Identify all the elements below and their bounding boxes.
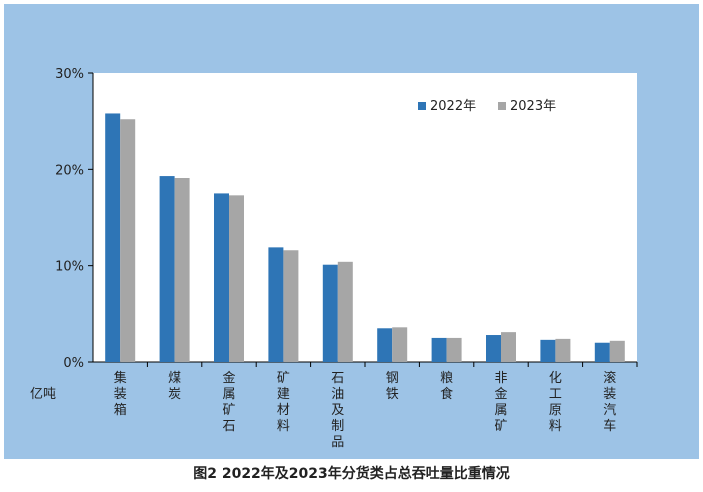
y-tick-label: 30%	[55, 67, 84, 82]
bar-2022	[486, 335, 501, 362]
x-tick-label: 矿建材料	[277, 371, 290, 434]
figure-caption: 图2 2022年及2023年分货类占总吞吐量比重情况	[193, 466, 510, 482]
y-tick-label: 10%	[55, 260, 84, 275]
bar-2023	[283, 250, 299, 362]
bar-2022	[105, 113, 121, 363]
x-tick-label: 煤炭	[168, 371, 181, 402]
bar-2023	[229, 195, 244, 362]
x-tick-label: 金属矿石	[222, 370, 235, 434]
y-axis-label: 亿吨	[30, 387, 56, 402]
bar-2023	[392, 327, 408, 362]
x-tick-label: 滚装汽车	[603, 370, 616, 434]
bar-2022	[322, 264, 338, 362]
bar-2022	[594, 342, 610, 362]
bar-2022	[431, 337, 447, 362]
bar-2023	[501, 332, 516, 362]
bar-2022	[377, 328, 393, 362]
legend-label: 2022年	[430, 99, 476, 114]
bar-2023	[555, 338, 571, 362]
legend-swatch	[498, 102, 506, 110]
bar-2023	[609, 340, 625, 362]
bar-2023	[174, 178, 190, 362]
legend-label: 2023年	[510, 99, 556, 114]
x-tick-label: 集装箱	[114, 370, 127, 418]
x-tick-label: 钢铁	[386, 371, 399, 402]
bar-2023	[446, 337, 462, 362]
bar-chart: 0% 10% 20% 30% 亿吨 集装箱 煤炭 金属矿石 矿建材料 石油及制品 钢铁 粮食 非金属矿 化…	[30, 67, 638, 450]
legend-swatch	[418, 102, 426, 110]
x-tick-label: 化工原料	[549, 371, 562, 434]
x-tick-label: 石油及制品	[331, 371, 344, 450]
y-tick-label: 20%	[55, 163, 84, 178]
bar-2022	[540, 339, 556, 362]
x-tick-label: 粮食	[440, 371, 453, 402]
bar-2022	[159, 176, 175, 362]
bar-2022	[214, 193, 229, 362]
bar-2022	[268, 247, 284, 362]
bar-2023	[337, 261, 353, 362]
x-tick-label: 非金属矿	[494, 371, 507, 434]
bar-2023	[120, 119, 136, 363]
y-tick-label: 0%	[63, 356, 84, 371]
